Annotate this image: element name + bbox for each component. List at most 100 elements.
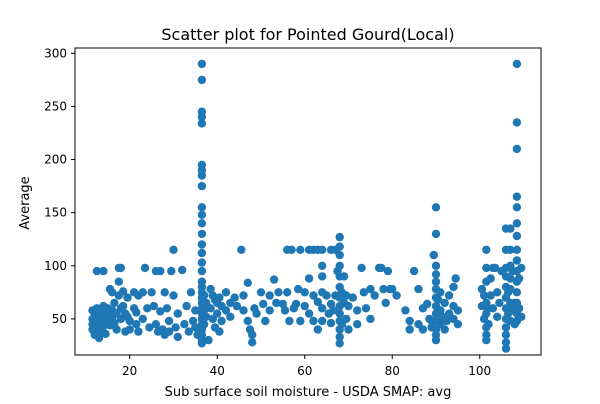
data-point <box>243 278 252 287</box>
data-point <box>335 232 344 242</box>
data-point <box>366 314 375 324</box>
data-point <box>167 266 176 276</box>
x-tick-label: 100 <box>468 364 491 378</box>
data-point <box>272 298 281 308</box>
data-point <box>304 309 314 318</box>
data-point <box>313 325 322 334</box>
data-point <box>265 306 274 315</box>
data-point <box>239 291 248 300</box>
data-point <box>145 323 154 332</box>
y-axis-label: Average <box>18 176 33 229</box>
data-point <box>278 299 287 309</box>
data-point <box>431 229 441 239</box>
data-point <box>440 298 449 308</box>
points-layer <box>88 59 526 353</box>
data-point <box>401 306 410 315</box>
data-point <box>151 320 161 329</box>
data-point <box>197 339 207 348</box>
data-point <box>156 266 165 276</box>
data-point <box>482 335 491 345</box>
data-point <box>451 274 460 283</box>
data-point <box>287 245 296 254</box>
data-point <box>377 263 386 273</box>
data-point <box>431 203 441 212</box>
data-point <box>248 330 257 339</box>
data-point <box>274 288 283 297</box>
data-point <box>285 316 294 326</box>
data-point <box>517 263 526 273</box>
data-point <box>132 320 141 329</box>
y-tick-label: 250 <box>44 99 67 113</box>
y-tick-label: 150 <box>44 206 67 220</box>
chart-title: Scatter plot for Pointed Gourd(Local) <box>161 25 454 44</box>
data-point <box>197 240 207 249</box>
data-point <box>265 291 274 300</box>
data-point <box>449 282 458 292</box>
data-point <box>197 219 207 228</box>
data-point <box>335 242 344 251</box>
data-point <box>125 325 134 334</box>
data-point <box>191 306 200 315</box>
data-point <box>381 298 390 308</box>
data-point <box>366 284 375 294</box>
data-point <box>169 291 178 300</box>
data-point <box>493 288 502 297</box>
data-point <box>197 59 207 69</box>
data-point <box>318 316 327 326</box>
data-point <box>431 270 441 279</box>
data-point <box>197 119 207 128</box>
data-point <box>335 261 344 270</box>
data-point <box>486 291 495 300</box>
data-point <box>405 316 414 326</box>
data-point <box>197 171 207 180</box>
data-point <box>329 306 338 315</box>
x-axis-label: Sub surface soil moisture - USDA SMAP: a… <box>165 385 452 400</box>
data-point <box>118 301 128 311</box>
data-point <box>156 307 165 316</box>
data-point <box>283 288 292 297</box>
y-tick-label: 300 <box>44 46 67 60</box>
x-tick-label: 20 <box>122 364 137 378</box>
data-point <box>486 274 495 283</box>
data-point <box>294 284 303 294</box>
data-point <box>197 248 207 258</box>
data-point <box>169 245 178 254</box>
data-point <box>197 181 207 191</box>
data-point <box>206 304 215 313</box>
data-point <box>221 288 231 297</box>
data-point <box>335 332 344 342</box>
data-point <box>322 291 331 300</box>
data-point <box>388 284 397 294</box>
data-point <box>370 291 379 300</box>
data-point <box>453 306 463 315</box>
data-point <box>517 312 526 321</box>
data-point <box>199 320 209 329</box>
data-point <box>101 329 110 338</box>
data-point <box>512 118 522 127</box>
data-point <box>140 263 150 273</box>
data-point <box>501 338 511 347</box>
data-point <box>309 316 318 326</box>
data-point <box>436 306 445 315</box>
data-point <box>248 338 257 347</box>
data-point <box>442 316 452 326</box>
data-point <box>221 306 231 315</box>
data-point <box>318 304 327 313</box>
data-point <box>173 309 182 318</box>
data-point <box>342 314 351 324</box>
data-point <box>197 266 207 276</box>
data-point <box>326 299 336 309</box>
data-point <box>116 263 126 273</box>
data-point <box>296 245 305 254</box>
data-point <box>335 250 344 260</box>
data-point <box>269 275 279 284</box>
data-point <box>164 327 174 336</box>
data-point <box>149 301 158 311</box>
data-point <box>512 219 522 228</box>
data-point <box>482 263 491 273</box>
data-point <box>197 203 207 212</box>
data-point <box>326 318 336 328</box>
data-point <box>132 308 141 317</box>
data-point <box>230 293 239 302</box>
